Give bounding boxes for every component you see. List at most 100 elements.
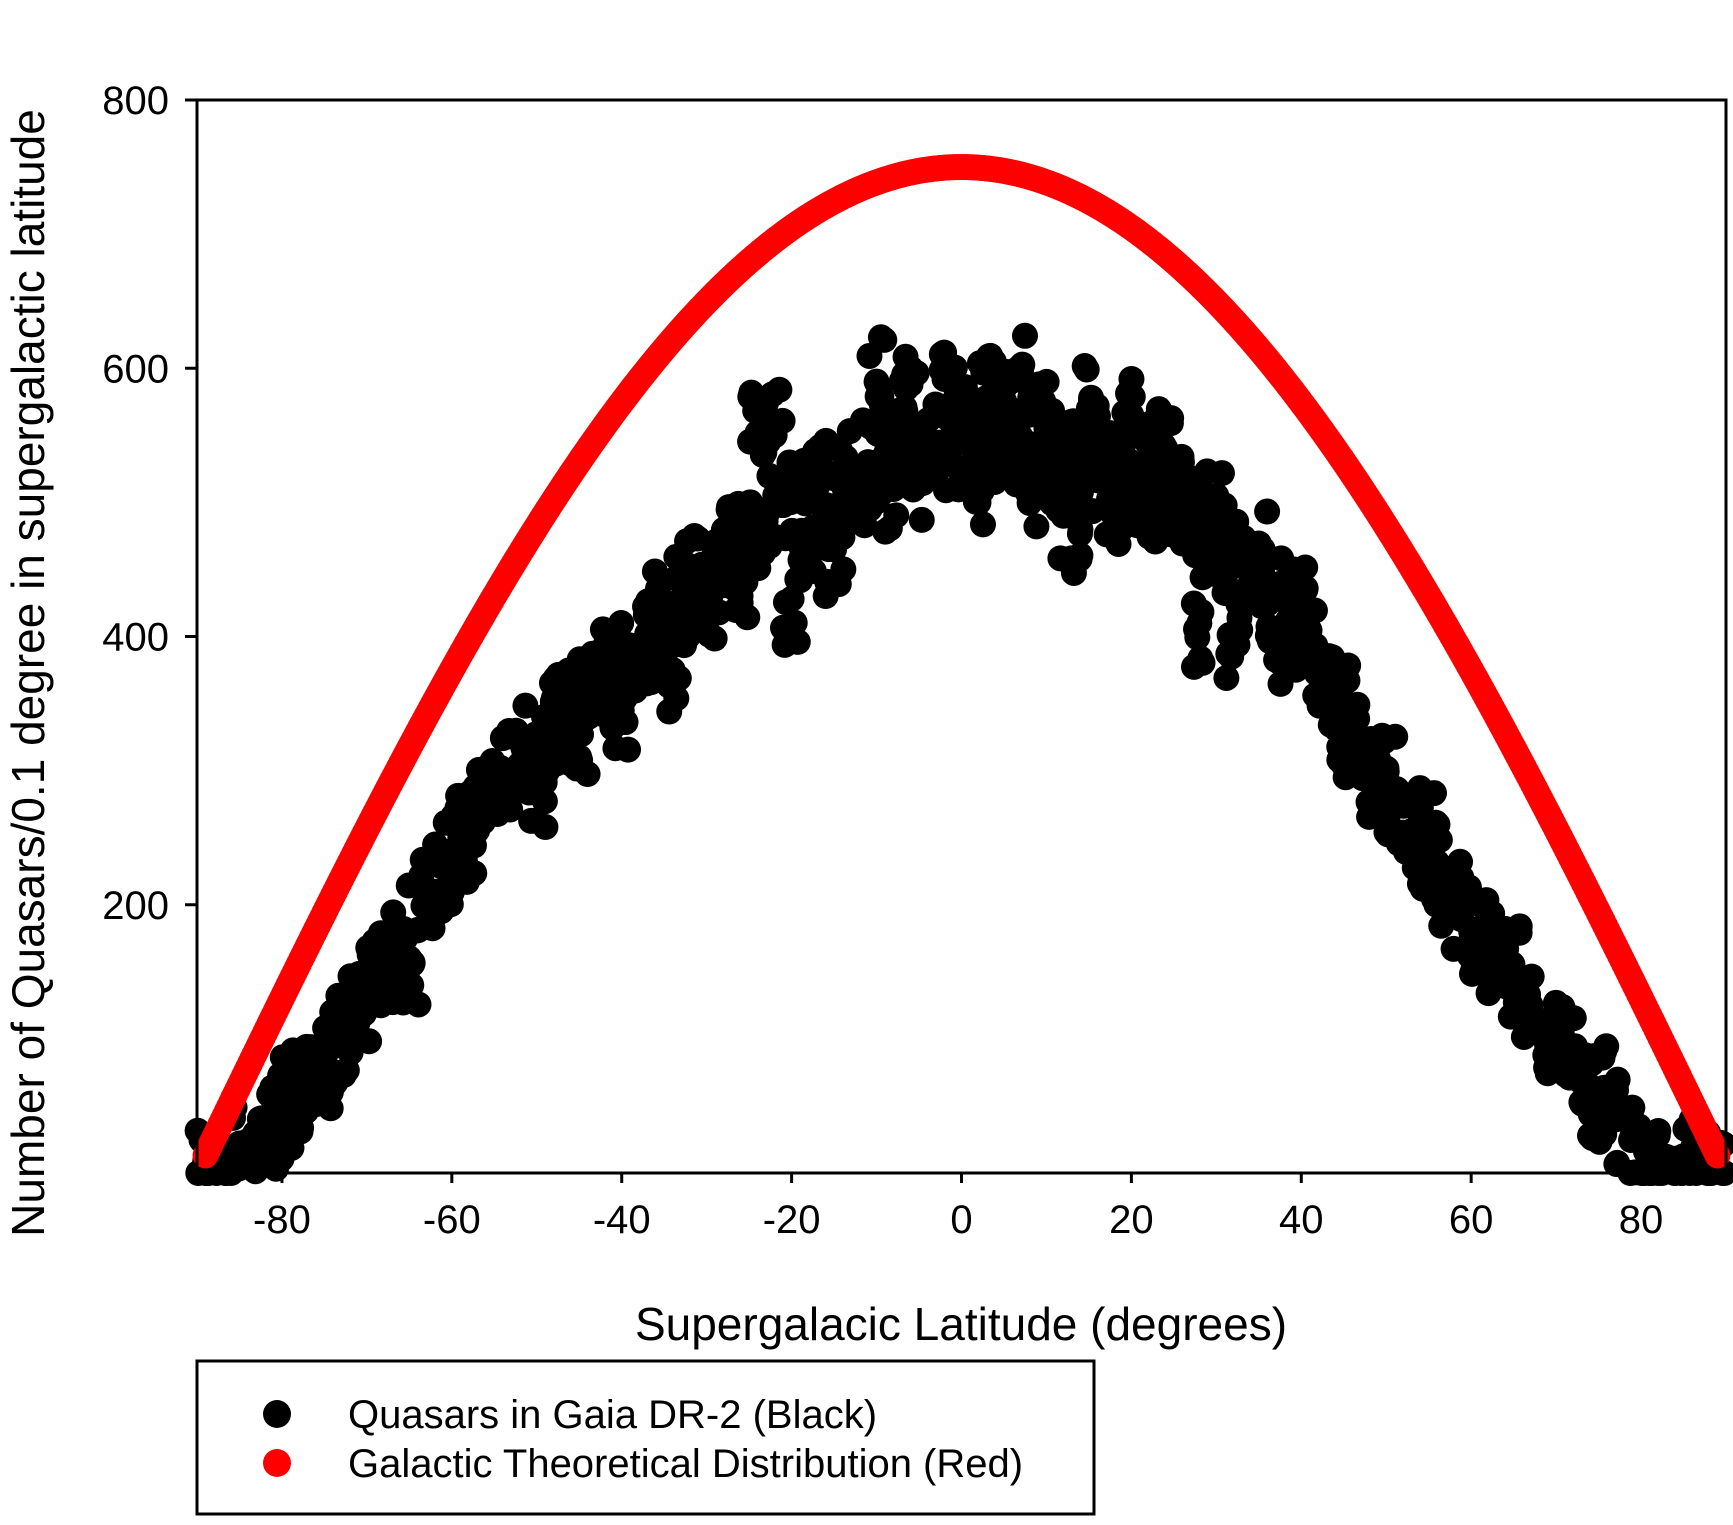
black-data-point: [287, 1118, 314, 1145]
black-data-point: [1267, 670, 1294, 697]
black-data-point: [729, 550, 756, 577]
black-data-point: [748, 503, 775, 530]
y-tick-label: 800: [102, 79, 169, 123]
black-data-point: [788, 517, 815, 544]
black-data-point: [863, 407, 890, 434]
black-data-point: [317, 1095, 344, 1122]
black-data-point: [830, 556, 857, 583]
black-data-point: [1198, 487, 1225, 514]
black-data-point: [1280, 556, 1307, 583]
black-data-point: [903, 360, 930, 387]
black-data-point: [1195, 514, 1222, 541]
x-tick-label: 40: [1279, 1198, 1324, 1242]
black-data-point: [848, 499, 875, 526]
black-data-point: [645, 587, 672, 614]
black-data-point: [663, 685, 690, 712]
black-data-point: [512, 692, 539, 719]
black-data-point: [966, 350, 993, 377]
black-data-point: [584, 679, 611, 706]
black-data-point: [872, 518, 899, 545]
black-data-point: [312, 1066, 339, 1093]
black-data-point: [458, 815, 485, 842]
y-axis: 200 400 600 800: [102, 79, 197, 928]
x-tick-label: -40: [593, 1198, 651, 1242]
black-data-point: [914, 432, 941, 459]
black-data-point: [854, 470, 881, 497]
black-data-point: [489, 725, 516, 752]
black-data-point: [462, 773, 489, 800]
x-tick-label: -20: [763, 1198, 821, 1242]
black-data-point: [987, 407, 1014, 434]
x-tick-label: 0: [950, 1198, 972, 1242]
y-axis-title: Number of Quasars/0.1 degree in supergal…: [2, 109, 54, 1237]
black-data-point: [1237, 579, 1264, 606]
black-data-point: [1227, 616, 1254, 643]
black-data-point: [1066, 520, 1093, 547]
black-data-point: [1421, 780, 1448, 807]
black-data-point: [589, 652, 616, 679]
black-data-point: [684, 525, 711, 552]
black-data-point: [1189, 564, 1216, 591]
black-data-point: [1581, 1043, 1608, 1070]
black-data-point: [289, 1037, 316, 1064]
black-data-point: [368, 921, 395, 948]
black-data-point: [1588, 1111, 1615, 1138]
black-data-point: [1278, 636, 1305, 663]
black-data-point: [1164, 496, 1191, 523]
black-data-point: [1095, 493, 1122, 520]
black-data-point: [766, 376, 793, 403]
black-data-point: [775, 588, 802, 615]
black-data-point: [1085, 467, 1112, 494]
black-data-point: [1175, 464, 1202, 491]
black-data-point: [563, 755, 590, 782]
legend-label-black: Quasars in Gaia DR-2 (Black): [348, 1393, 877, 1437]
y-tick-label: 400: [102, 616, 169, 660]
y-tick-label: 600: [102, 347, 169, 391]
black-data-point: [941, 354, 968, 381]
black-data-point: [1135, 462, 1162, 489]
legend-marker-red: [263, 1449, 291, 1477]
black-data-point: [242, 1158, 269, 1185]
legend-marker-black: [263, 1400, 291, 1428]
black-data-point: [670, 616, 697, 643]
x-tick-label: 60: [1449, 1198, 1494, 1242]
black-data-point: [1213, 664, 1240, 691]
black-data-point: [1033, 425, 1060, 452]
black-data-point: [398, 972, 425, 999]
black-data-point: [1071, 353, 1098, 380]
black-data-point: [769, 407, 796, 434]
black-data-point: [1448, 864, 1475, 891]
black-data-point: [1296, 617, 1323, 644]
black-data-point: [590, 701, 617, 728]
black-data-point: [279, 1060, 306, 1087]
black-data-point: [641, 558, 668, 585]
black-data-point: [991, 388, 1018, 415]
black-data-point: [719, 502, 746, 529]
black-data-point: [1292, 575, 1319, 602]
black-data-point: [701, 625, 728, 652]
black-data-point: [1168, 443, 1195, 470]
x-tick-label: 20: [1109, 1198, 1154, 1242]
legend-label-red: Galactic Theoretical Distribution (Red): [348, 1442, 1023, 1486]
black-data-point: [317, 1013, 344, 1040]
black-data-point: [734, 604, 761, 631]
black-data-point: [1536, 1023, 1563, 1050]
black-data-point: [531, 769, 558, 796]
x-tick-label: -80: [253, 1198, 311, 1242]
black-data-point: [1466, 891, 1493, 918]
black-data-point: [1078, 384, 1105, 411]
black-data-point: [792, 490, 819, 517]
black-data-point: [1510, 1023, 1537, 1050]
black-data-point: [1509, 965, 1536, 992]
black-data-point: [1491, 915, 1518, 942]
black-data-point: [1245, 530, 1272, 557]
black-data-point: [320, 1033, 347, 1060]
black-data-point: [880, 470, 907, 497]
black-data-point: [1542, 989, 1569, 1016]
black-data-point: [1183, 616, 1210, 643]
black-data-point: [1138, 409, 1165, 436]
black-data-point: [403, 917, 430, 944]
black-data-point: [1456, 931, 1483, 958]
black-data-point: [1254, 498, 1281, 525]
